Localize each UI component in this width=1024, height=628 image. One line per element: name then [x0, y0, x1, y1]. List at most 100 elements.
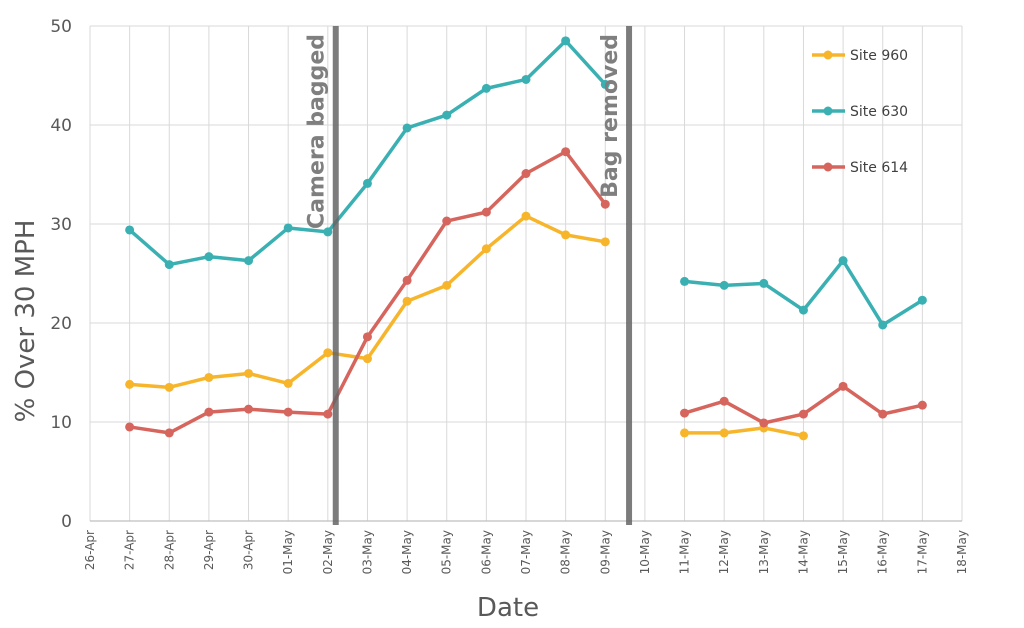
data-point	[680, 408, 690, 418]
data-point	[600, 237, 610, 247]
x-tick-label: 17-May	[915, 530, 929, 574]
y-tick-label: 20	[50, 314, 72, 334]
legend-label: Site 960	[850, 48, 908, 64]
data-point	[244, 256, 254, 266]
data-point	[125, 225, 135, 235]
data-point	[561, 147, 571, 157]
x-tick-label: 07-May	[519, 530, 533, 574]
x-tick-label: 13-May	[757, 530, 771, 574]
data-point	[561, 230, 571, 240]
data-point	[323, 409, 333, 419]
data-point	[680, 428, 690, 438]
data-point	[442, 110, 452, 120]
data-point	[244, 368, 254, 378]
data-point	[283, 407, 293, 417]
data-point	[481, 244, 491, 254]
data-point	[362, 178, 372, 188]
data-point	[719, 428, 729, 438]
annotation-label: Bag removed	[598, 34, 623, 198]
x-tick-label: 05-May	[440, 530, 454, 574]
y-tick-label: 0	[61, 512, 72, 532]
x-tick-labels: 26-Apr 27-Apr 28-Apr 29-Apr 30-Apr 01-May 02-M…	[83, 530, 969, 574]
data-point	[323, 227, 333, 237]
data-point	[917, 295, 927, 305]
data-point	[402, 123, 412, 133]
data-point	[680, 276, 690, 286]
y-tick-label: 30	[50, 215, 72, 235]
data-point	[442, 280, 452, 290]
data-point	[125, 422, 135, 432]
x-tick-label: 16-May	[876, 530, 890, 574]
data-point	[283, 223, 293, 233]
data-point	[798, 431, 808, 441]
data-point	[521, 74, 531, 84]
series-site-630	[125, 36, 927, 330]
data-point	[719, 396, 729, 406]
annotations: Camera bagged Bag removed	[305, 26, 633, 525]
data-point	[204, 252, 214, 262]
x-tick-label: 29-Apr	[202, 530, 216, 570]
y-axis-title: % Over 30 MPH	[11, 220, 41, 423]
data-point	[838, 256, 848, 266]
data-point	[244, 404, 254, 414]
data-point	[362, 354, 372, 364]
x-tick-label: 06-May	[479, 530, 493, 574]
legend-item: Site 960	[812, 48, 908, 64]
data-point	[759, 418, 769, 428]
legend-swatch-marker	[823, 50, 833, 60]
legend-label: Site 614	[850, 160, 908, 176]
y-tick-label: 10	[50, 413, 72, 433]
x-tick-label: 01-May	[281, 530, 295, 574]
data-point	[164, 260, 174, 270]
legend-label: Site 630	[850, 104, 908, 120]
data-point	[481, 207, 491, 217]
x-tick-label: 03-May	[360, 530, 374, 574]
data-point	[798, 305, 808, 315]
data-point	[878, 320, 888, 330]
data-point	[362, 332, 372, 342]
series-site-960	[125, 211, 808, 441]
data-point	[838, 381, 848, 391]
data-point	[402, 275, 412, 285]
series-line	[682, 426, 806, 438]
data-point	[164, 428, 174, 438]
data-point	[759, 278, 769, 288]
data-point	[442, 216, 452, 226]
x-tick-label: 15-May	[836, 530, 850, 574]
data-point	[204, 372, 214, 382]
data-point	[283, 378, 293, 388]
legend-swatch-marker	[823, 162, 833, 172]
legend-item: Site 614	[812, 160, 908, 176]
y-tick-labels: 0 10 20 30 40 50	[50, 17, 72, 532]
x-tick-label: 27-Apr	[123, 530, 137, 570]
x-tick-label: 11-May	[678, 530, 692, 574]
data-point	[323, 348, 333, 358]
data-point	[798, 409, 808, 419]
x-tick-label: 02-May	[321, 530, 335, 574]
x-tick-label: 10-May	[638, 530, 652, 574]
x-axis-title: Date	[477, 593, 539, 623]
x-tick-label: 04-May	[400, 530, 414, 574]
data-point	[878, 409, 888, 419]
annotation-label: Camera bagged	[305, 34, 330, 229]
series-site-614	[125, 147, 927, 438]
x-tick-label: 18-May	[955, 530, 969, 574]
data-point	[600, 79, 610, 89]
x-tick-label: 26-Apr	[83, 530, 97, 570]
data-point	[125, 379, 135, 389]
y-tick-label: 40	[50, 116, 72, 136]
data-point	[600, 199, 610, 209]
x-tick-label: 09-May	[598, 530, 612, 574]
data-point	[164, 382, 174, 392]
data-point	[204, 407, 214, 417]
series-group	[125, 36, 927, 441]
data-point	[521, 211, 531, 221]
data-point	[481, 83, 491, 93]
data-point	[917, 400, 927, 410]
legend-swatch-marker	[823, 106, 833, 116]
legend-item: Site 630	[812, 104, 908, 120]
data-point	[719, 280, 729, 290]
grid	[89, 25, 963, 522]
data-point	[402, 296, 412, 306]
